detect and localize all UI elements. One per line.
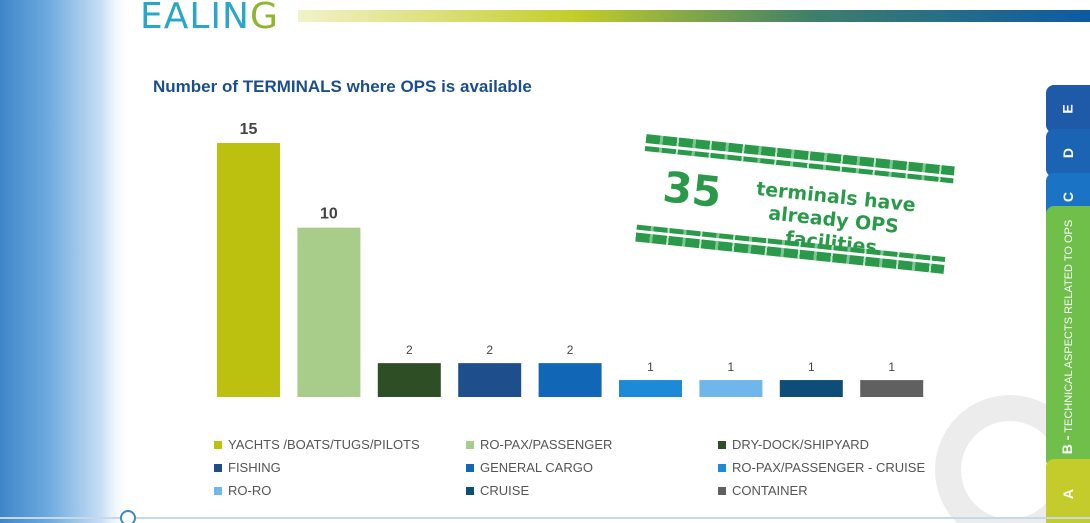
legend-label: CONTAINER xyxy=(732,483,808,498)
bar-value-label: 1 xyxy=(728,360,735,374)
progress-handle[interactable] xyxy=(120,510,136,523)
bar-value-label: 1 xyxy=(888,360,895,374)
bar-6 xyxy=(699,380,763,397)
bar-8 xyxy=(860,380,924,397)
legend-swatch xyxy=(214,486,222,495)
bar-7 xyxy=(779,380,843,397)
bar-value-label: 1 xyxy=(808,360,815,374)
header-gradient-bar xyxy=(298,10,1090,22)
stamp-number: 35 xyxy=(660,162,724,218)
section-tabs: E D C B - TECHNICAL ASPECTS RELATED TO O… xyxy=(1046,85,1090,523)
tab-b-label: B - TECHNICAL ASPECTS RELATED TO OPS xyxy=(1059,219,1075,455)
legend-swatch xyxy=(718,463,726,472)
legend-item: RO-RO xyxy=(214,483,271,498)
legend-item: CONTAINER xyxy=(718,483,808,498)
bar-value-label: 2 xyxy=(567,343,574,357)
bar-value-label: 10 xyxy=(320,206,338,223)
ealing-logo: EALING xyxy=(140,0,279,37)
legend-swatch xyxy=(466,440,474,449)
legend-label: GENERAL CARGO xyxy=(480,460,593,475)
bar-value-label: 15 xyxy=(240,121,258,138)
tab-e[interactable]: E xyxy=(1046,85,1090,133)
progress-track xyxy=(0,517,1090,519)
legend-item: RO-PAX/PASSENGER - CRUISE xyxy=(718,460,925,475)
bar-value-label: 2 xyxy=(406,343,413,357)
bar-4 xyxy=(538,363,602,397)
legend-label: RO-PAX/PASSENGER - CRUISE xyxy=(732,460,926,475)
legend-item: RO-PAX/PASSENGER xyxy=(466,437,612,452)
bar-3 xyxy=(458,363,522,397)
bar-1 xyxy=(297,227,361,397)
legend-swatch xyxy=(718,440,726,449)
tab-d[interactable]: D xyxy=(1046,129,1090,177)
left-decorative-band xyxy=(0,0,132,523)
legend-item: CRUISE xyxy=(466,483,529,498)
legend-swatch xyxy=(466,486,474,495)
tab-a[interactable]: A xyxy=(1046,459,1090,523)
bar-value-label: 2 xyxy=(486,343,493,357)
legend-swatch xyxy=(718,486,726,495)
legend-swatch xyxy=(214,440,222,449)
bar-5 xyxy=(619,380,682,397)
legend-item: GENERAL CARGO xyxy=(466,460,593,475)
bar-value-label: 1 xyxy=(647,360,654,374)
tab-b[interactable]: B - TECHNICAL ASPECTS RELATED TO OPS xyxy=(1046,206,1090,468)
legend-item: DRY-DOCK/SHIPYARD xyxy=(718,437,869,452)
legend-swatch xyxy=(214,463,222,472)
legend-label: YACHTS /BOATS/TUGS/PILOTS xyxy=(228,437,420,452)
legend-label: RO-RO xyxy=(228,483,272,498)
legend-label: FISHING xyxy=(228,460,281,475)
bar-0 xyxy=(217,143,280,397)
legend-label: RO-PAX/PASSENGER xyxy=(480,437,613,452)
legend-item: YACHTS /BOATS/TUGS/PILOTS xyxy=(214,437,420,452)
legend-label: DRY-DOCK/SHIPYARD xyxy=(732,437,870,452)
legend-label: CRUISE xyxy=(480,483,530,498)
legend-item: FISHING xyxy=(214,460,281,475)
bar-2 xyxy=(377,363,441,397)
chart-title: Number of TERMINALS where OPS is availab… xyxy=(153,77,532,96)
legend-swatch xyxy=(466,463,474,472)
